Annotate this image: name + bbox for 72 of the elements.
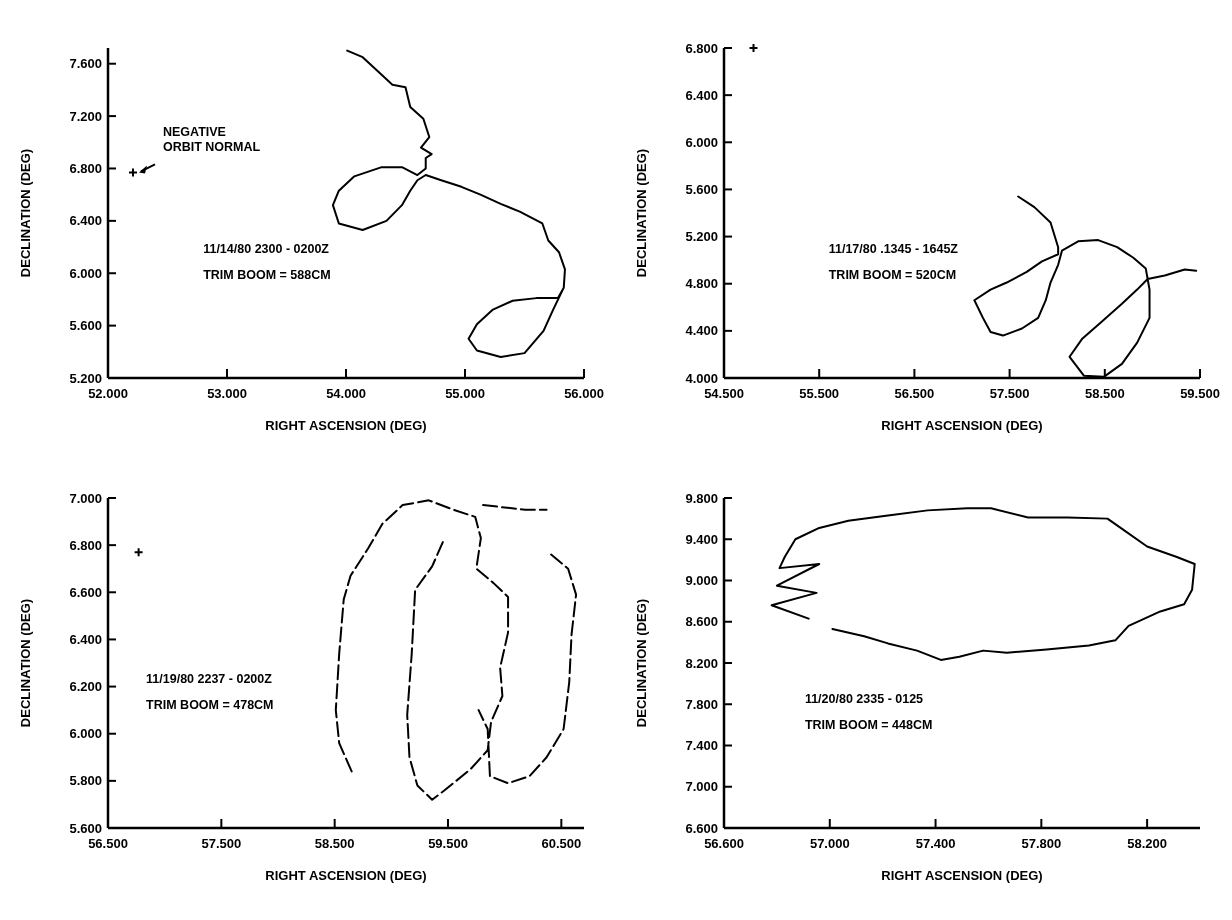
- x-tick-label: 56.500: [894, 386, 935, 401]
- x-tick-label: 55.000: [445, 386, 485, 401]
- x-tick-label: 57.400: [915, 836, 956, 851]
- annotation: TRIM BOOM = 478CM: [146, 697, 274, 712]
- x-tick-label: 56.600: [704, 836, 744, 851]
- x-tick-label: 59.500: [428, 836, 468, 851]
- y-tick-label: 6.600: [685, 820, 718, 836]
- x-tick-label: 54.000: [326, 386, 366, 401]
- x-tick-label: 57.500: [989, 386, 1030, 401]
- y-tick-label: 6.000: [69, 726, 102, 742]
- y-tick-label: 6.200: [69, 679, 102, 695]
- y-tick-label: 4.000: [685, 370, 718, 386]
- y-tick-label: 7.200: [69, 108, 102, 124]
- x-axis-title: RIGHT ASCENSION (DEG): [881, 418, 1043, 433]
- y-tick-label: 7.800: [685, 696, 718, 712]
- y-axis-title: DECLINATION (DEG): [18, 598, 33, 728]
- y-tick-label: 8.600: [685, 614, 718, 630]
- x-tick-label: 56.500: [88, 836, 128, 851]
- y-tick-label: 7.000: [685, 779, 718, 795]
- x-tick-label: 60.500: [541, 836, 582, 851]
- y-tick-label: 5.200: [685, 229, 718, 245]
- annotation: NEGATIVE ORBIT NORMAL: [162, 125, 261, 155]
- y-tick-label: 6.600: [69, 584, 102, 600]
- y-tick-label: 5.200: [69, 370, 102, 386]
- y-tick-label: 9.000: [685, 573, 718, 589]
- y-axis-title: DECLINATION (DEG): [18, 148, 33, 278]
- y-tick-label: 6.800: [685, 40, 718, 56]
- y-tick-label: 7.000: [69, 490, 102, 506]
- x-tick-label: 58.200: [1127, 836, 1167, 851]
- x-tick-label: 57.800: [1021, 836, 1062, 851]
- line-series: [331, 49, 566, 359]
- y-tick-label: 5.800: [69, 773, 102, 789]
- y-axis-title: DECLINATION (DEG): [634, 598, 649, 728]
- x-tick-label: 55.500: [799, 386, 840, 401]
- x-tick-label: 57.000: [809, 836, 850, 851]
- x-axis-title: RIGHT ASCENSION (DEG): [881, 868, 1043, 883]
- annotation: TRIM BOOM = 588CM: [203, 267, 331, 282]
- x-tick-label: 59.500: [1180, 386, 1220, 401]
- x-tick-label: 54.500: [704, 386, 744, 401]
- annotation: TRIM BOOM = 520CM: [828, 267, 957, 282]
- x-axis-title: RIGHT ASCENSION (DEG): [265, 868, 427, 883]
- y-tick-label: 6.800: [69, 537, 102, 553]
- y-axis-title: DECLINATION (DEG): [634, 148, 649, 278]
- annotation: 11/20/80 2335 - 0125: [804, 691, 924, 706]
- y-tick-label: 9.800: [685, 490, 718, 506]
- y-tick-label: 4.800: [685, 276, 718, 292]
- x-tick-label: 57.500: [201, 836, 242, 851]
- annotation: 11/19/80 2237 - 0200Z: [146, 671, 273, 686]
- line-series: [770, 507, 1196, 661]
- x-tick-label: 56.000: [564, 386, 604, 401]
- x-tick-label: 52.000: [88, 386, 128, 401]
- y-tick-label: 4.400: [685, 323, 718, 339]
- y-tick-label: 6.000: [685, 134, 718, 150]
- y-tick-label: 6.400: [69, 213, 102, 229]
- x-tick-label: 53.000: [207, 386, 247, 401]
- y-tick-label: 8.200: [685, 655, 718, 671]
- y-tick-label: 5.600: [69, 318, 102, 334]
- annotation: TRIM BOOM = 448CM: [804, 717, 933, 732]
- y-tick-label: 7.400: [685, 738, 718, 754]
- x-axis-title: RIGHT ASCENSION (DEG): [265, 418, 427, 433]
- y-tick-label: 5.600: [685, 181, 718, 197]
- x-tick-label: 58.500: [314, 836, 355, 851]
- y-tick-label: 9.400: [685, 531, 718, 547]
- annotation: 11/14/80 2300 - 0200Z: [203, 241, 330, 256]
- x-tick-label: 58.500: [1084, 386, 1125, 401]
- y-tick-label: 7.600: [69, 56, 102, 72]
- y-tick-label: 6.400: [685, 87, 718, 103]
- annotation: 11/17/80 .1345 - 1645Z: [828, 241, 959, 256]
- y-tick-label: 6.800: [69, 161, 102, 177]
- y-tick-label: 5.600: [69, 820, 102, 836]
- y-tick-label: 6.000: [69, 265, 102, 281]
- y-tick-label: 6.400: [69, 631, 102, 647]
